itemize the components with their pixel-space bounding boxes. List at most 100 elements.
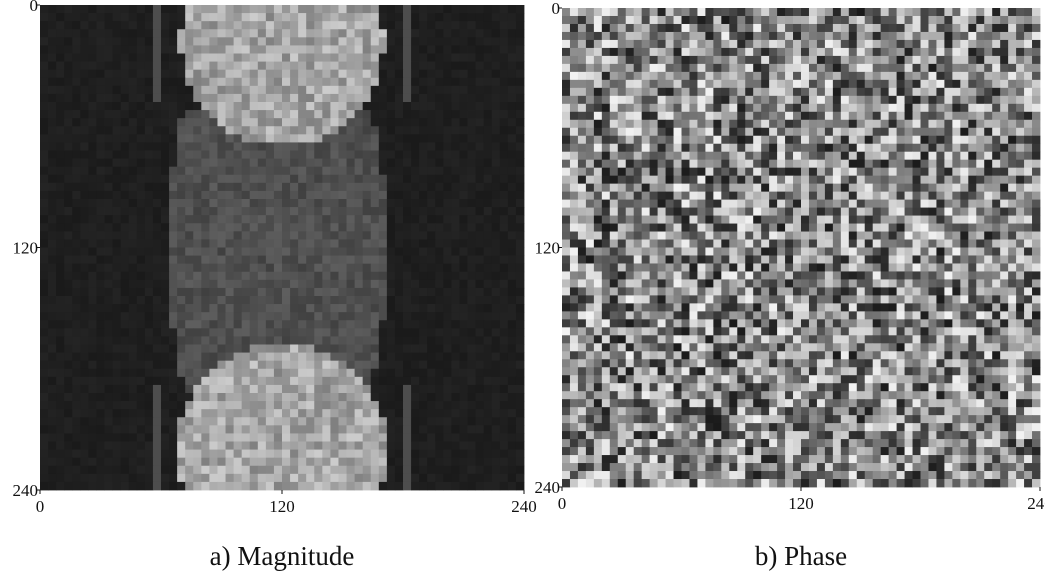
pixel	[387, 29, 395, 37]
pixel	[185, 78, 193, 86]
pixel	[634, 16, 642, 24]
pixel	[48, 175, 56, 183]
pixel	[626, 152, 634, 160]
pixel	[960, 184, 968, 192]
pixel	[314, 256, 322, 264]
pixel	[697, 80, 705, 88]
pixel	[992, 96, 1000, 104]
pixel	[234, 126, 242, 134]
pixel	[145, 304, 153, 312]
pixel	[177, 272, 185, 280]
pixel	[1000, 120, 1008, 128]
pixel	[80, 312, 88, 320]
pixel	[411, 369, 419, 377]
pixel	[500, 21, 508, 29]
pixel	[371, 272, 379, 280]
pixel	[492, 474, 500, 482]
pixel	[411, 118, 419, 126]
pixel	[626, 96, 634, 104]
pixel	[274, 248, 282, 256]
pixel	[177, 312, 185, 320]
pixel	[387, 417, 395, 425]
pixel	[282, 288, 290, 296]
pixel	[48, 385, 56, 393]
pixel	[451, 29, 459, 37]
pixel	[889, 8, 897, 16]
pixel	[209, 272, 217, 280]
pixel	[72, 78, 80, 86]
pixel	[594, 40, 602, 48]
pixel	[250, 409, 258, 417]
pixel	[387, 280, 395, 288]
pixel	[578, 120, 586, 128]
pixel	[459, 159, 467, 167]
pixel	[40, 328, 48, 336]
pixel	[234, 37, 242, 45]
pixel	[40, 304, 48, 312]
pixel	[80, 345, 88, 353]
pixel	[48, 78, 56, 86]
pixel	[153, 118, 161, 126]
pixel	[290, 142, 298, 150]
pixel	[508, 345, 516, 353]
pixel	[379, 5, 387, 13]
pixel	[403, 86, 411, 94]
pixel	[250, 296, 258, 304]
pixel	[322, 70, 330, 78]
pixel	[96, 256, 104, 264]
pixel	[459, 207, 467, 215]
pixel	[387, 369, 395, 377]
pixel	[201, 272, 209, 280]
pixel	[314, 215, 322, 223]
pixel	[306, 175, 314, 183]
pixel	[129, 102, 137, 110]
pixel	[314, 175, 322, 183]
pixel	[217, 142, 225, 150]
pixel	[226, 417, 234, 425]
pixel	[476, 369, 484, 377]
pixel	[137, 215, 145, 223]
pixel	[371, 345, 379, 353]
pixel	[427, 151, 435, 159]
pixel	[984, 24, 992, 32]
pixel	[330, 21, 338, 29]
pixel	[72, 118, 80, 126]
pixel	[777, 80, 785, 88]
pixel	[137, 175, 145, 183]
pixel	[817, 88, 825, 96]
pixel	[403, 450, 411, 458]
pixel	[1016, 144, 1024, 152]
pixel	[737, 48, 745, 56]
pixel	[674, 16, 682, 24]
pixel	[508, 312, 516, 320]
pixel	[921, 152, 929, 160]
pixel	[274, 256, 282, 264]
pixel	[258, 207, 266, 215]
pixel	[169, 70, 177, 78]
pixel	[113, 183, 121, 191]
pixel	[121, 207, 129, 215]
pixel	[500, 183, 508, 191]
pixel	[105, 183, 113, 191]
pixel	[80, 304, 88, 312]
pixel	[217, 336, 225, 344]
pixel	[387, 118, 395, 126]
pixel	[226, 175, 234, 183]
pixel	[500, 151, 508, 159]
pixel	[484, 94, 492, 102]
pixel	[88, 336, 96, 344]
pixel	[298, 296, 306, 304]
pixel	[266, 191, 274, 199]
pixel	[282, 304, 290, 312]
pixel	[793, 104, 801, 112]
pixel	[56, 248, 64, 256]
pixel	[586, 24, 594, 32]
pixel	[266, 361, 274, 369]
pixel	[745, 40, 753, 48]
pixel	[145, 248, 153, 256]
pixel	[306, 353, 314, 361]
pixel	[578, 80, 586, 88]
pixel	[905, 184, 913, 192]
pixel	[516, 369, 524, 377]
pixel	[403, 54, 411, 62]
